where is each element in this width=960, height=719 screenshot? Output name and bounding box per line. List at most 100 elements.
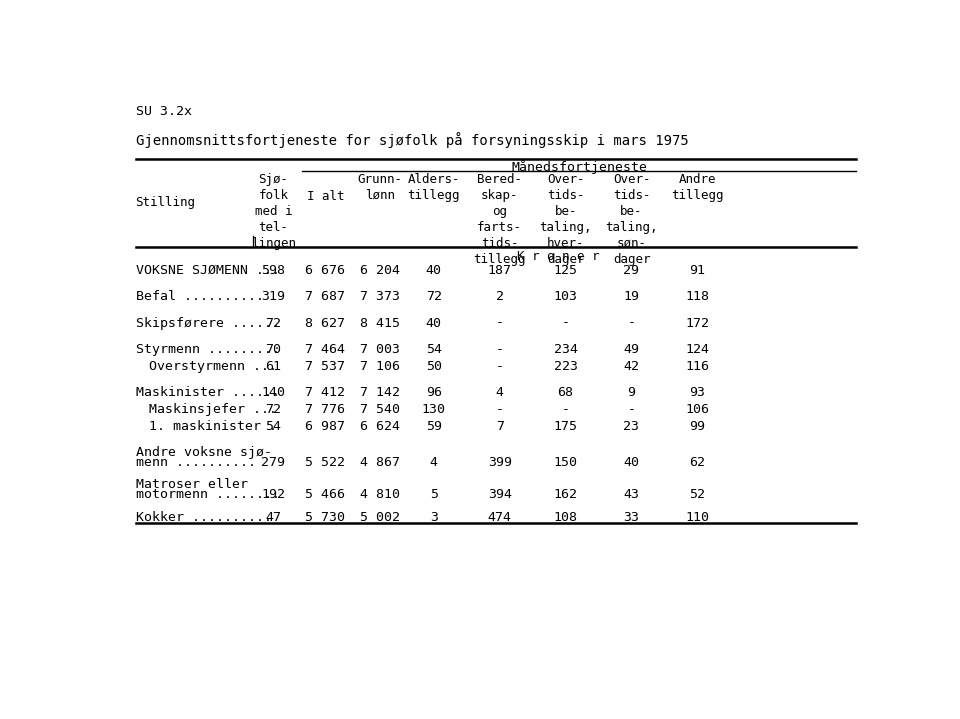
Text: 59: 59 (426, 420, 442, 433)
Text: 108: 108 (554, 510, 578, 523)
Text: 70: 70 (266, 343, 281, 356)
Text: 7 687: 7 687 (305, 290, 346, 303)
Text: 7 464: 7 464 (305, 343, 346, 356)
Text: 23: 23 (623, 420, 639, 433)
Text: 7 540: 7 540 (360, 403, 399, 416)
Text: 118: 118 (685, 290, 709, 303)
Text: 474: 474 (488, 510, 512, 523)
Text: 7 776: 7 776 (305, 403, 346, 416)
Text: 6 624: 6 624 (360, 420, 399, 433)
Text: 279: 279 (261, 456, 285, 469)
Text: 1. maskinister .: 1. maskinister . (150, 420, 277, 433)
Text: 4 867: 4 867 (360, 456, 399, 469)
Text: 234: 234 (554, 343, 578, 356)
Text: 319: 319 (261, 290, 285, 303)
Text: 125: 125 (554, 264, 578, 277)
Text: 223: 223 (554, 360, 578, 372)
Text: 150: 150 (554, 456, 578, 469)
Text: 40: 40 (623, 456, 639, 469)
Text: Over-
tids-
be-
taling,
søn-
dager: Over- tids- be- taling, søn- dager (605, 173, 658, 265)
Text: 7 412: 7 412 (305, 386, 346, 399)
Text: 5 730: 5 730 (305, 510, 346, 523)
Text: 4 810: 4 810 (360, 488, 399, 501)
Text: 124: 124 (685, 343, 709, 356)
Text: 72: 72 (266, 403, 281, 416)
Text: Stilling: Stilling (135, 196, 196, 209)
Text: motormenn ........: motormenn ........ (135, 488, 279, 501)
Text: Sjø-
folk
med i
tel-
lingen: Sjø- folk med i tel- lingen (251, 173, 296, 249)
Text: 54: 54 (426, 343, 442, 356)
Text: 3: 3 (430, 510, 438, 523)
Text: 72: 72 (266, 316, 281, 329)
Text: -: - (495, 360, 504, 372)
Text: 43: 43 (623, 488, 639, 501)
Text: 72: 72 (426, 290, 442, 303)
Text: 103: 103 (554, 290, 578, 303)
Text: 175: 175 (554, 420, 578, 433)
Text: 7: 7 (495, 420, 504, 433)
Text: -: - (495, 403, 504, 416)
Text: 140: 140 (261, 386, 285, 399)
Text: 172: 172 (685, 316, 709, 329)
Text: 7 537: 7 537 (305, 360, 346, 372)
Text: 394: 394 (488, 488, 512, 501)
Text: 187: 187 (488, 264, 512, 277)
Text: Grunn-
lønn: Grunn- lønn (357, 173, 402, 201)
Text: 54: 54 (266, 420, 281, 433)
Text: 68: 68 (558, 386, 574, 399)
Text: 8 415: 8 415 (360, 316, 399, 329)
Text: menn ..........: menn .......... (135, 456, 255, 469)
Text: 130: 130 (421, 403, 445, 416)
Text: 93: 93 (689, 386, 706, 399)
Text: 7 373: 7 373 (360, 290, 399, 303)
Text: -: - (562, 403, 569, 416)
Text: Over-
tids-
be-
taling,
hver-
dager: Over- tids- be- taling, hver- dager (540, 173, 592, 265)
Text: 7 142: 7 142 (360, 386, 399, 399)
Text: 91: 91 (689, 264, 706, 277)
Text: Overstyrmenn ...: Overstyrmenn ... (150, 360, 277, 372)
Text: 116: 116 (685, 360, 709, 372)
Text: Matroser eller: Matroser eller (135, 478, 248, 491)
Text: 7 106: 7 106 (360, 360, 399, 372)
Text: -: - (628, 403, 636, 416)
Text: 5: 5 (430, 488, 438, 501)
Text: Gjennomsnittsfortjeneste for sjøfolk på forsyningsskip i mars 1975: Gjennomsnittsfortjeneste for sjøfolk på … (135, 132, 688, 147)
Text: SU 3.2x: SU 3.2x (135, 105, 191, 118)
Text: 106: 106 (685, 403, 709, 416)
Text: 110: 110 (685, 510, 709, 523)
Text: Befal ..........: Befal .......... (135, 290, 263, 303)
Text: 598: 598 (261, 264, 285, 277)
Text: 2: 2 (495, 290, 504, 303)
Text: 5 002: 5 002 (360, 510, 399, 523)
Text: 52: 52 (689, 488, 706, 501)
Text: 49: 49 (623, 343, 639, 356)
Text: 6 987: 6 987 (305, 420, 346, 433)
Text: Styrmenn .........: Styrmenn ......... (135, 343, 279, 356)
Text: 4: 4 (495, 386, 504, 399)
Text: 192: 192 (261, 488, 285, 501)
Text: 9: 9 (628, 386, 636, 399)
Text: 42: 42 (623, 360, 639, 372)
Text: 40: 40 (426, 316, 442, 329)
Text: Maskinsjefer ...: Maskinsjefer ... (150, 403, 277, 416)
Text: -: - (628, 316, 636, 329)
Text: 6 676: 6 676 (305, 264, 346, 277)
Text: 50: 50 (426, 360, 442, 372)
Text: VOKSNE SJØMENN ...: VOKSNE SJØMENN ... (135, 264, 279, 277)
Text: -: - (562, 316, 569, 329)
Text: 162: 162 (554, 488, 578, 501)
Text: 61: 61 (266, 360, 281, 372)
Text: 399: 399 (488, 456, 512, 469)
Text: 5 466: 5 466 (305, 488, 346, 501)
Text: 40: 40 (426, 264, 442, 277)
Text: 99: 99 (689, 420, 706, 433)
Text: 4: 4 (430, 456, 438, 469)
Text: Alders-
tillegg: Alders- tillegg (408, 173, 460, 201)
Text: 19: 19 (623, 290, 639, 303)
Text: 29: 29 (623, 264, 639, 277)
Text: Andre
tillegg: Andre tillegg (671, 173, 724, 201)
Text: -: - (495, 343, 504, 356)
Text: 6 204: 6 204 (360, 264, 399, 277)
Text: Kokker ..........: Kokker .......... (135, 510, 272, 523)
Text: Andre voksne sjø-: Andre voksne sjø- (135, 446, 272, 459)
